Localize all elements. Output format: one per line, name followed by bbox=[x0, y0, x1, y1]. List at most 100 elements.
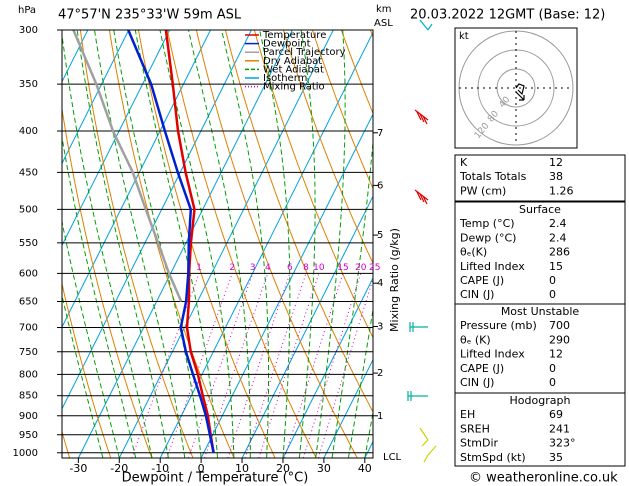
wind-barb bbox=[407, 391, 428, 401]
x-tick-label: -20 bbox=[110, 462, 128, 475]
isotherm bbox=[241, 195, 373, 458]
table-label: K bbox=[460, 156, 468, 169]
chart-subtitle: 20.03.2022 12GMT (Base: 12) bbox=[410, 8, 605, 23]
table-value: 35 bbox=[549, 451, 563, 464]
wet-adiabat bbox=[221, 30, 269, 458]
wet-adiabat bbox=[315, 30, 346, 458]
legend-label: Dewpoint bbox=[263, 39, 311, 50]
isotherm bbox=[282, 276, 373, 458]
plot-frame bbox=[61, 29, 374, 459]
y-tick-label: 400 bbox=[19, 126, 38, 137]
footer: © weatheronline.co.uk bbox=[469, 471, 618, 486]
hodograph-unit: kt bbox=[459, 31, 469, 42]
table-label: PW (cm) bbox=[460, 184, 506, 197]
y-tick-label: 650 bbox=[19, 297, 38, 308]
table-label: Pressure (mb) bbox=[460, 319, 537, 332]
mixing-ratio-line bbox=[188, 273, 254, 458]
table-value: 2.4 bbox=[549, 217, 567, 230]
table-value: 12 bbox=[549, 156, 563, 169]
y-tick-label: 750 bbox=[19, 347, 38, 358]
km-tick-label: 4 bbox=[377, 278, 383, 289]
asl-label: ASL bbox=[374, 18, 393, 29]
y-tick-label: 450 bbox=[19, 167, 38, 178]
x-tick-label: -10 bbox=[151, 462, 169, 475]
legend-label: Parcel Trajectory bbox=[263, 47, 346, 58]
dry-adiabat bbox=[224, 30, 373, 413]
table-value: 286 bbox=[549, 246, 570, 259]
table-label: Temp (°C) bbox=[459, 217, 515, 230]
dry-adiabat bbox=[108, 30, 235, 458]
table-box bbox=[454, 154, 626, 202]
table-label: SREH bbox=[460, 422, 490, 435]
dry-adiabat bbox=[253, 30, 373, 339]
mixing-ratio-tick-label: 20 bbox=[355, 263, 367, 273]
km-tick-label: 3 bbox=[377, 322, 383, 333]
table-value: 0 bbox=[549, 362, 556, 375]
legend-label: Mixing Ratio bbox=[263, 82, 325, 93]
x-tick-label: 20 bbox=[276, 462, 290, 475]
mixing-ratio-line bbox=[258, 273, 320, 458]
legend-label: Isotherm bbox=[263, 73, 307, 84]
table-value: 290 bbox=[549, 333, 570, 346]
dry-adiabat bbox=[166, 30, 317, 458]
y-tick-label: 800 bbox=[19, 369, 38, 380]
mixing-ratio-line bbox=[284, 273, 344, 458]
table-value: 0 bbox=[549, 376, 556, 389]
table-label: StmSpd (kt) bbox=[460, 451, 526, 464]
table-label: Lifted Index bbox=[460, 260, 525, 273]
isotherm bbox=[62, 30, 130, 165]
y-tick-label: 350 bbox=[19, 79, 38, 90]
wind-barb bbox=[419, 19, 433, 31]
table-value: 2.4 bbox=[549, 231, 567, 244]
wet-adiabat bbox=[113, 30, 202, 458]
hodograph-frame bbox=[454, 27, 578, 149]
table-value: 700 bbox=[549, 319, 570, 332]
mixing-ratio-tick-label: 6 bbox=[287, 263, 293, 273]
table-title: Most Unstable bbox=[501, 305, 580, 318]
km-tick-label: 1 bbox=[377, 411, 383, 422]
x-axis-label: Dewpoint / Temperature (°C) bbox=[122, 471, 309, 486]
table-label: θₑ (K) bbox=[460, 333, 491, 346]
km-tick-label: 6 bbox=[377, 180, 383, 191]
dry-adiabat bbox=[282, 30, 373, 265]
hodograph-axes bbox=[459, 31, 573, 145]
mixing-ratio-line bbox=[204, 273, 269, 458]
mixing-ratio-tick-label: 10 bbox=[313, 263, 325, 273]
x-tick-label: 10 bbox=[235, 462, 249, 475]
wind-barb bbox=[409, 322, 428, 332]
y-tick-label: 550 bbox=[19, 238, 38, 249]
dry-adiabat bbox=[62, 281, 112, 458]
lcl-label: LCL bbox=[383, 452, 402, 463]
wind-barb bbox=[423, 445, 437, 463]
table-label: CAPE (J) bbox=[460, 274, 504, 287]
table-value: 12 bbox=[549, 348, 563, 361]
wet-adiabat bbox=[159, 30, 235, 458]
mixing-ratio-line bbox=[317, 277, 373, 458]
wind-barbs bbox=[407, 19, 437, 463]
background-lines bbox=[62, 30, 373, 458]
table-value: 0 bbox=[549, 288, 556, 301]
legend-label: Wet Adiabat bbox=[263, 64, 324, 75]
table-label: θₑ(K) bbox=[460, 246, 487, 259]
wind-barb bbox=[419, 427, 429, 447]
wet-adiabat bbox=[259, 30, 291, 458]
table-label: CIN (J) bbox=[460, 288, 494, 301]
table-value: 15 bbox=[549, 260, 563, 273]
tables: K 12 Totals Totals 38 PW (cm) 1.26 Surface Temp… bbox=[454, 154, 626, 467]
table-label: Dewp (°C) bbox=[460, 231, 516, 244]
x-tick-label: -30 bbox=[69, 462, 87, 475]
mixing-ratio-tick-label: 2 bbox=[229, 263, 235, 273]
isotherm bbox=[62, 30, 89, 83]
km-tick-label: 5 bbox=[377, 230, 383, 241]
dry-adiabat bbox=[137, 30, 276, 458]
y-tick-label: 500 bbox=[19, 204, 38, 215]
km-tick-label: 2 bbox=[377, 368, 383, 379]
profile-line bbox=[72, 30, 183, 302]
table-label: CIN (J) bbox=[460, 376, 494, 389]
table-label: CAPE (J) bbox=[460, 362, 504, 375]
mixing-ratio-tick-label: 8 bbox=[303, 263, 309, 273]
legend-label: Temperature bbox=[262, 30, 326, 41]
y-tick-label: 950 bbox=[19, 430, 38, 441]
